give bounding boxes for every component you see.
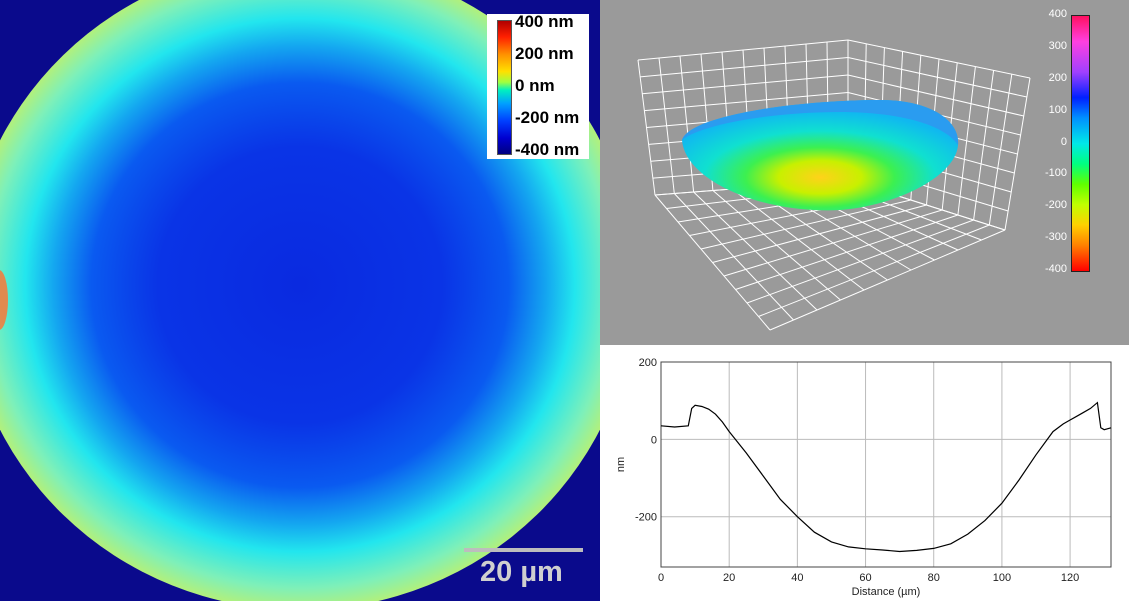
profile-plot-frame [660,361,1112,568]
x-tick-label: 60 [859,572,871,584]
profile-plot: 0 20 40 60 80 100 120 200 0 -200 Distance (µm) n… [615,357,1112,598]
grid-line [769,229,1006,331]
grid-line [758,224,990,317]
surface-colorbar-tick: 0 [1060,135,1067,148]
surface-3d-view [637,39,1031,331]
y-tick-label: 200 [639,357,657,369]
colorbar-label-minus200: -200 nm [515,108,580,127]
grid-line [640,57,849,78]
x-tick-label: 20 [723,572,735,584]
grid-line [847,74,1024,117]
grid-line [700,199,911,250]
x-tick-label: 0 [658,572,664,584]
scale-bar-label: 20 µm [480,556,563,588]
height-map-colorbar-box: 400 nm 200 nm 0 nm -200 nm -400 nm [487,12,589,159]
x-tick-label: 120 [1061,572,1079,584]
surface-colorbar-tick: -400 [1044,263,1067,275]
profile-plot-panel: 0 20 40 60 80 100 120 200 0 -200 Distance (µm) n… [600,345,1129,601]
colorbar-label-200: 200 nm [515,44,574,63]
grid-line [746,219,974,304]
grid-line [847,39,1031,79]
x-tick-label: 100 [993,572,1011,584]
surface-colorbar-tick: 300 [1048,39,1067,52]
surface-colorbar-tick: -100 [1044,167,1067,180]
grid-line [723,209,943,277]
height-map-panel: 400 nm 200 nm 0 nm -200 nm -400 nm 20 µm [0,0,600,601]
surface-3d-panel: 400 300 200 100 0 -100 -200 -300 -400 [600,0,1129,345]
grid-line [847,57,1027,98]
profile-x-axis-label: Distance (µm) [852,586,921,598]
colorbar-label-minus400: -400 nm [515,140,580,159]
x-tick-label: 80 [928,572,940,584]
height-map-edge-artifact [0,270,8,330]
grid-line [735,214,959,290]
profile-y-axis-label: nm [615,457,627,472]
profile-series-line [660,401,1112,553]
profile-grid [660,361,1111,567]
grid-line [637,39,849,61]
surface-colorbar-tick: 200 [1048,71,1067,84]
height-map-colorbar [497,20,512,155]
surface-colorbar-tick: 400 [1048,8,1067,20]
y-tick-label: -200 [635,512,657,524]
profile-x-ticks: 0 20 40 60 80 100 120 [658,572,1079,584]
y-tick-label: 0 [651,434,657,446]
surface-3d-colorbar [1071,15,1090,272]
profile-y-ticks: 200 0 -200 [635,357,657,524]
colorbar-label-400: 400 nm [515,12,574,31]
x-tick-label: 40 [791,572,803,584]
scale-bar [464,548,583,552]
surface-3d-bowl-outer [682,100,959,211]
surface-colorbar-tick: -300 [1044,231,1067,244]
grid-line [644,92,849,112]
grid-line [712,204,927,263]
surface-colorbar-tick: 100 [1048,103,1067,116]
colorbar-label-0: 0 nm [515,76,555,95]
grid-line [642,74,849,95]
surface-colorbar-tick: -200 [1044,199,1067,212]
surface-3d-bowl-rim [682,100,959,145]
